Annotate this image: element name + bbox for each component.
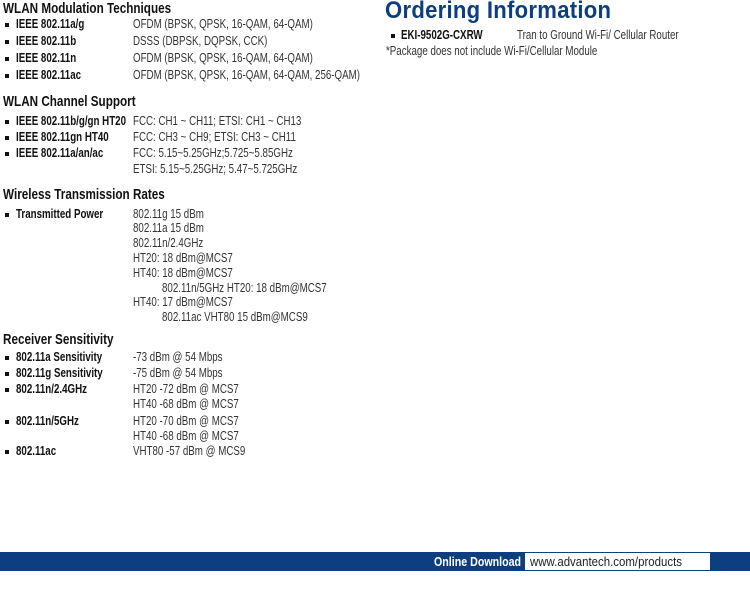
row-label: Transmitted Power	[16, 207, 104, 221]
bullet-icon	[391, 34, 395, 38]
row-label: 802.11a Sensitivity	[16, 350, 103, 364]
row-value: FCC: CH1 ~ CH11; ETSI: CH1 ~ CH13	[133, 114, 302, 128]
bullet-icon	[5, 420, 9, 424]
rate-line: 802.11n/2.4GHz	[133, 236, 204, 250]
row-label: IEEE 802.11gn HT40	[16, 130, 109, 144]
row-value: HT40 -68 dBm @ MCS7	[133, 429, 239, 443]
rate-line: 802.11ac VHT80 15 dBm@MCS9	[162, 310, 308, 324]
rate-line: HT40: 17 dBm@MCS7	[133, 295, 233, 309]
bullet-icon	[5, 136, 9, 140]
rate-line: HT20: 18 dBm@MCS7	[133, 251, 233, 265]
bullet-icon	[5, 40, 9, 44]
row-label: 802.11n/2.4GHz	[16, 382, 88, 396]
online-download-label: Online Download	[434, 554, 522, 569]
rate-line: 802.11a 15 dBm	[133, 221, 204, 235]
section-title-sensitivity: Receiver Sensitivity	[3, 331, 114, 348]
row-value: DSSS (DBPSK, DQPSK, CCK)	[133, 34, 268, 48]
row-value: OFDM (BPSK, QPSK, 16-QAM, 64-QAM)	[133, 17, 313, 31]
rate-line: HT40: 18 dBm@MCS7	[133, 266, 233, 280]
row-value: -73 dBm @ 54 Mbps	[133, 350, 223, 364]
download-url-box[interactable]: www.advantech.com/products	[525, 553, 710, 570]
row-value: VHT80 -57 dBm @ MCS9	[133, 444, 246, 458]
row-value: OFDM (BPSK, QPSK, 16-QAM, 64-QAM, 256-QA…	[133, 68, 361, 82]
row-value: HT20 -72 dBm @ MCS7	[133, 382, 239, 396]
row-label: 802.11n/5GHz	[16, 414, 79, 428]
section-title-rates: Wireless Transmission Rates	[3, 186, 165, 203]
row-label: 802.11ac	[16, 444, 57, 458]
rate-line: 802.11n/5GHz HT20: 18 dBm@MCS7	[162, 281, 327, 295]
row-label: IEEE 802.11a/g	[16, 17, 85, 31]
row-label: IEEE 802.11n	[16, 51, 77, 65]
bullet-icon	[5, 57, 9, 61]
package-note: *Package does not include Wi-Fi/Cellular…	[386, 44, 598, 58]
model-number: EKI-9502G-CXRW	[401, 28, 483, 42]
section-title-modulation: WLAN Modulation Techniques	[3, 0, 172, 17]
ordering-title: Ordering Information	[385, 0, 612, 24]
bullet-icon	[5, 450, 9, 454]
bullet-icon	[5, 213, 9, 217]
download-url[interactable]: www.advantech.com/products	[530, 554, 682, 569]
row-value: -75 dBm @ 54 Mbps	[133, 366, 223, 380]
row-label: IEEE 802.11ac	[16, 68, 82, 82]
row-label: IEEE 802.11a/an/ac	[16, 146, 104, 160]
row-label: IEEE 802.11b	[16, 34, 77, 48]
bullet-icon	[5, 120, 9, 124]
bullet-icon	[5, 388, 9, 392]
row-label: IEEE 802.11b/g/gn HT20	[16, 114, 127, 128]
model-description: Tran to Ground Wi-Fi/ Cellular Router	[517, 28, 679, 42]
bullet-icon	[5, 356, 9, 360]
row-label: 802.11g Sensitivity	[16, 366, 103, 380]
bullet-icon	[5, 152, 9, 156]
row-value: OFDM (BPSK, QPSK, 16-QAM, 64-QAM)	[133, 51, 313, 65]
section-title-channel: WLAN Channel Support	[3, 93, 136, 110]
row-value: HT20 -70 dBm @ MCS7	[133, 414, 239, 428]
bullet-icon	[5, 23, 9, 27]
bullet-icon	[5, 74, 9, 78]
row-value: HT40 -68 dBm @ MCS7	[133, 397, 239, 411]
row-value: ETSI: 5.15~5.25GHz; 5.47~5.725GHz	[133, 162, 298, 176]
row-value: FCC: 5.15~5.25GHz;5.725~5.85GHz	[133, 146, 293, 160]
bullet-icon	[5, 372, 9, 376]
rate-line: 802.11g 15 dBm	[133, 207, 204, 221]
row-value: FCC: CH3 ~ CH9; ETSI: CH3 ~ CH11	[133, 130, 296, 144]
